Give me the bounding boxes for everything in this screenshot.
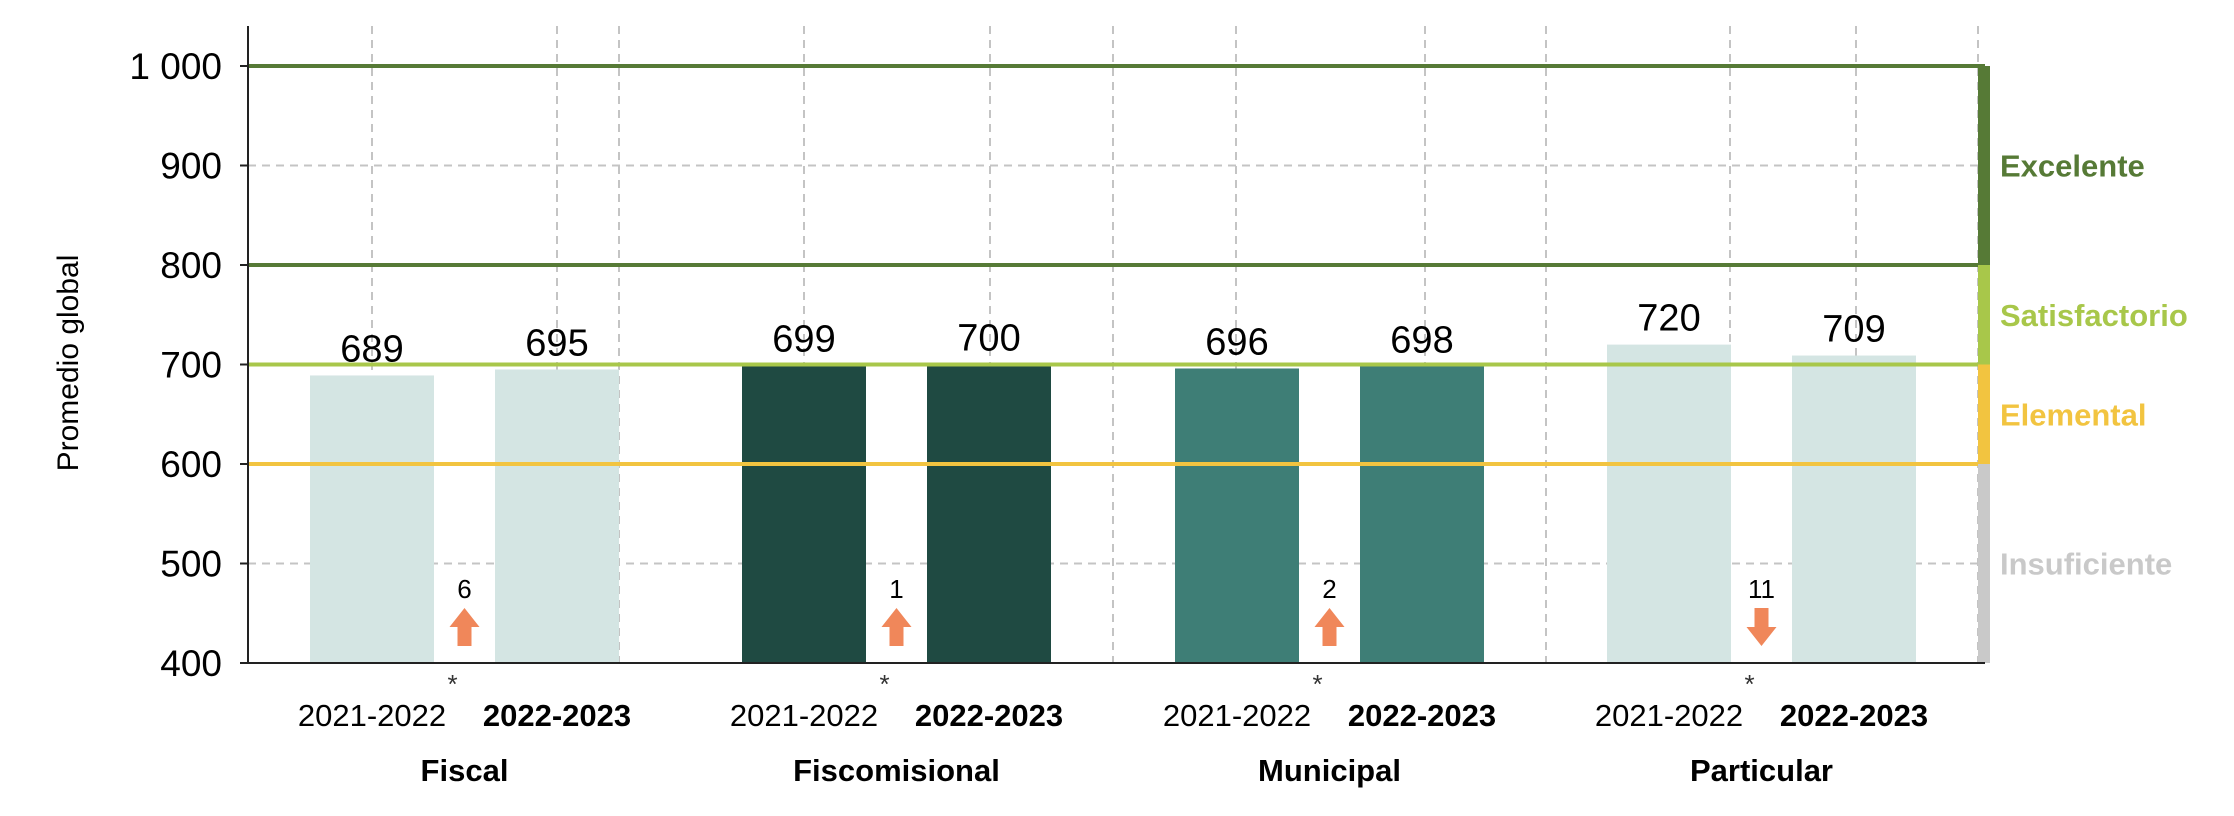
period-label: 2021-2022	[1595, 698, 1743, 733]
significance-marker: *	[879, 669, 889, 699]
level-label: Satisfactorio	[2000, 298, 2188, 333]
level-band	[1978, 464, 1990, 663]
bar	[495, 369, 619, 663]
change-value-label: 1	[889, 574, 903, 604]
arrow-shape	[881, 608, 912, 646]
period-label: 2022-2023	[915, 698, 1063, 733]
period-label: 2021-2022	[298, 698, 446, 733]
bar-value-label: 696	[1205, 321, 1268, 363]
bar-value-label: 709	[1822, 309, 1885, 351]
y-tick-label: 800	[160, 245, 222, 286]
bar	[927, 364, 1051, 663]
bar-value-label: 689	[340, 328, 403, 370]
bar	[1792, 355, 1916, 663]
change-value-label: 11	[1748, 574, 1775, 604]
level-label: Insuficiente	[2000, 547, 2172, 582]
arrow-up-icon	[449, 608, 480, 646]
bar-value-label: 698	[1390, 319, 1453, 361]
significance-marker: *	[1744, 669, 1754, 699]
level-band	[1978, 265, 1990, 365]
bar	[1175, 368, 1299, 663]
group-label: Particular	[1690, 753, 1833, 788]
arrow-shape	[449, 608, 480, 646]
y-axis-label: Promedio global	[52, 255, 85, 472]
period-label: 2022-2023	[1348, 698, 1496, 733]
arrow-up-icon	[1314, 608, 1345, 646]
bar	[1360, 366, 1484, 663]
level-band	[1978, 66, 1990, 265]
thresholds-layer	[248, 64, 1990, 663]
period-label: 2021-2022	[1163, 698, 1311, 733]
axes-layer	[240, 26, 1985, 664]
period-label: 2021-2022	[730, 698, 878, 733]
bar-value-label: 720	[1637, 298, 1700, 340]
level-label: Excelente	[2000, 149, 2145, 184]
group-label: Fiscal	[421, 753, 509, 788]
period-label: 2022-2023	[1780, 698, 1928, 733]
arrow-down-icon	[1746, 608, 1777, 646]
group-label: Fiscomisional	[793, 753, 1000, 788]
arrow-shape	[1746, 608, 1777, 646]
change-value-label: 6	[457, 574, 471, 604]
y-tick-label: 900	[160, 146, 222, 187]
y-tick-label: 700	[160, 345, 222, 386]
bar-value-label: 700	[957, 318, 1020, 360]
y-tick-label: 400	[160, 643, 222, 684]
level-label: Elemental	[2000, 397, 2146, 432]
bar	[1607, 344, 1731, 663]
arrow-up-icon	[881, 608, 912, 646]
bars-layer	[310, 344, 1916, 663]
bar	[310, 375, 434, 663]
period-label: 2022-2023	[483, 698, 631, 733]
bar	[742, 365, 866, 663]
group-label: Municipal	[1258, 753, 1401, 788]
significance-marker: *	[1312, 669, 1322, 699]
y-tick-label: 500	[160, 544, 222, 585]
y-tick-label: 1 000	[129, 46, 222, 87]
y-tick-label: 600	[160, 444, 222, 485]
bar-value-label: 695	[525, 322, 588, 364]
bar-value-label: 699	[772, 318, 835, 360]
significance-marker: *	[447, 669, 457, 699]
change-value-label: 2	[1322, 574, 1336, 604]
arrow-shape	[1314, 608, 1345, 646]
level-band	[1978, 364, 1990, 464]
